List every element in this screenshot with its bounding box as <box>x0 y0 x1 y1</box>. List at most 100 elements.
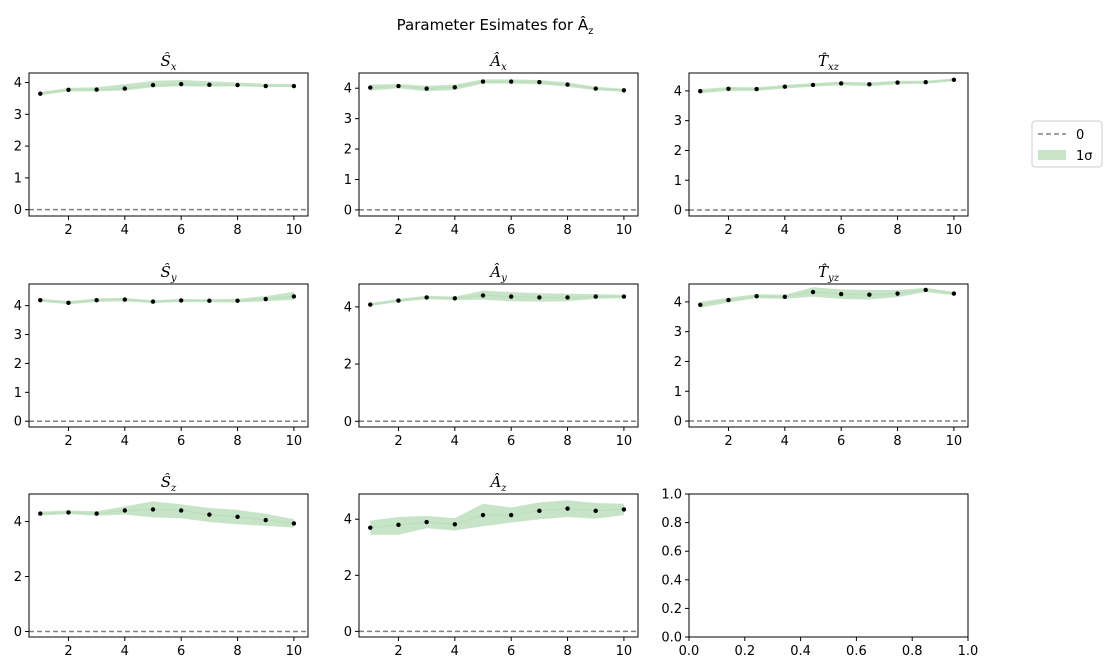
subplot-9: 0.00.0 0.2 0.2 0.4 0.4 0.6 0.6 0.8 0.8 1.0 1.0 <box>661 488 978 660</box>
y-tick-label: 0.2 <box>661 602 682 617</box>
y-tick-label: 4 <box>344 300 352 315</box>
data-point <box>263 83 268 89</box>
x-tick-label: 0.0 <box>679 644 700 659</box>
y-tick-label: 1.0 <box>661 488 682 503</box>
data-point <box>452 522 458 527</box>
data-point <box>508 294 514 299</box>
x-tick-label: 10 <box>616 434 633 449</box>
data-point <box>94 511 99 516</box>
sigma-band <box>40 501 294 528</box>
data-point <box>726 86 731 91</box>
subplot-8: Âz 2 4 6 8 10 0 2 4 <box>344 473 639 659</box>
data-point <box>537 79 542 85</box>
subplot-7: Ŝz 2 4 6 8 10 0 2 4 <box>14 473 309 659</box>
x-tick-label: 2 <box>64 223 72 238</box>
y-tick-label: 0 <box>344 625 352 640</box>
y-tick-label: 0.6 <box>661 545 682 560</box>
y-tick-label: 0.0 <box>661 631 682 646</box>
y-tick-label: 3 <box>14 108 22 123</box>
data-point <box>537 295 542 300</box>
data-point <box>368 525 373 530</box>
data-point <box>480 512 486 518</box>
subplot-5: Ây 2 4 6 8 10 0 2 4 <box>344 263 639 449</box>
x-tick-label: 4 <box>451 223 459 238</box>
data-point <box>38 91 43 96</box>
x-tick-label: 10 <box>286 434 303 449</box>
series-line <box>700 289 954 306</box>
data-point <box>782 84 788 89</box>
x-tick-label: 8 <box>893 434 901 449</box>
subplot-2: Âx 2 4 6 8 10 0 1 2 3 4 <box>344 52 639 238</box>
data-point <box>207 512 212 517</box>
x-tick-label: 4 <box>451 434 459 449</box>
x-tick-label: 8 <box>233 223 241 238</box>
data-point <box>621 294 627 299</box>
data-point <box>565 82 570 87</box>
data-point <box>368 302 373 307</box>
x-tick-label: 6 <box>507 223 515 238</box>
data-point <box>537 508 542 514</box>
y-tick-label: 2 <box>344 358 352 373</box>
x-tick-label: 6 <box>507 434 515 449</box>
data-point <box>923 287 928 293</box>
x-tick-label: 4 <box>121 434 129 449</box>
data-point <box>593 294 598 299</box>
axes-frame <box>28 493 309 638</box>
data-point <box>291 521 297 526</box>
axes-frame <box>688 493 969 638</box>
x-tick-label: 1.0 <box>958 644 979 659</box>
y-tick-label: 1 <box>344 173 352 188</box>
data-point <box>593 508 598 514</box>
x-tick-label: 10 <box>946 434 963 449</box>
data-point <box>368 85 373 90</box>
y-tick-label: 0.4 <box>661 573 682 588</box>
axes-frame <box>28 72 309 217</box>
data-point <box>150 299 156 304</box>
data-point <box>66 300 71 305</box>
data-point <box>895 80 900 85</box>
y-tick-label: 4 <box>344 82 352 97</box>
y-tick-label: 4 <box>14 515 22 530</box>
x-tick-label: 6 <box>177 223 185 238</box>
x-tick-label: 4 <box>781 434 789 449</box>
y-tick-label: 2 <box>14 140 22 155</box>
data-point <box>480 293 486 298</box>
data-point <box>178 508 184 513</box>
data-point <box>480 79 486 84</box>
y-tick-label: 4 <box>344 513 352 528</box>
series-line <box>700 79 954 92</box>
subplot-title: T̂yz <box>818 263 840 284</box>
legend-band-swatch <box>1038 150 1066 160</box>
subplot-title: Âx <box>488 52 507 73</box>
x-tick-label: 8 <box>893 223 901 238</box>
data-point <box>291 83 297 89</box>
x-tick-label: 2 <box>394 223 402 238</box>
figure-title: Parameter Esimates for Âz <box>397 15 594 37</box>
series-line <box>370 294 624 306</box>
subplot-title: Ây <box>488 263 507 284</box>
x-tick-label: 2 <box>724 434 732 449</box>
data-point <box>150 507 156 512</box>
sigma-band <box>700 287 954 308</box>
y-tick-label: 3 <box>344 112 352 127</box>
y-tick-label: 2 <box>344 569 352 584</box>
data-point <box>66 510 71 515</box>
x-tick-label: 8 <box>563 223 571 238</box>
data-point <box>895 291 900 296</box>
data-point <box>424 86 429 91</box>
data-point <box>178 81 184 87</box>
subplot-6: T̂yz 2 4 6 8 10 0 1 2 3 4 <box>674 263 969 449</box>
y-tick-label: 2 <box>14 570 22 585</box>
data-point <box>291 294 297 299</box>
subplot-title: T̂xz <box>818 52 840 73</box>
data-point <box>235 298 240 303</box>
x-tick-label: 10 <box>946 223 963 238</box>
y-tick-label: 2 <box>674 144 682 159</box>
data-point <box>207 82 212 87</box>
data-point <box>263 517 268 523</box>
data-point <box>698 88 703 94</box>
data-point <box>38 297 43 303</box>
series-line <box>370 508 624 529</box>
x-tick-label: 8 <box>233 434 241 449</box>
